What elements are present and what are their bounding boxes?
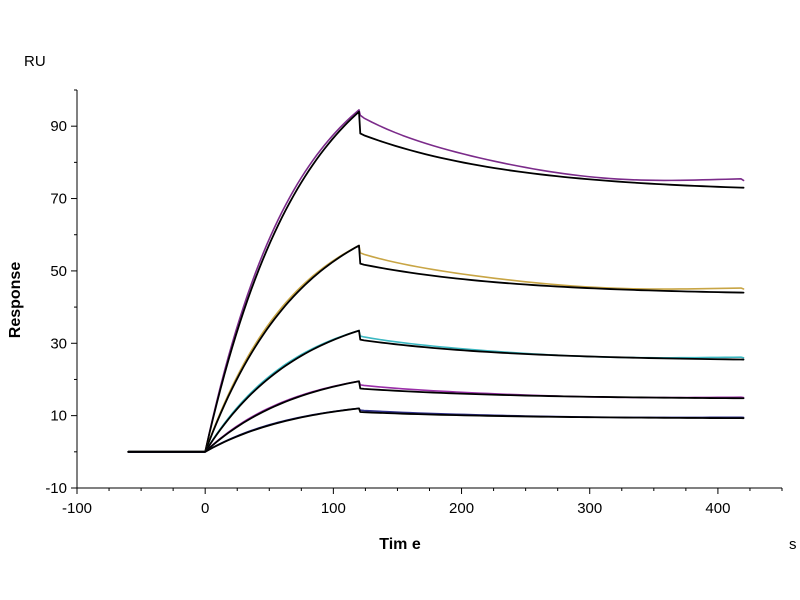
fit-curve-1 [127, 110, 745, 453]
x-axis-label: Tim e [379, 536, 421, 553]
x-tick-label: 200 [449, 500, 474, 517]
x-tick-label: -100 [62, 500, 92, 517]
y-tick-label: 10 [50, 408, 67, 425]
x-tick-label: 300 [577, 500, 602, 517]
fit-curve-9 [127, 407, 745, 453]
y-tick-label: 30 [50, 335, 67, 352]
measured-curve-2 [127, 244, 745, 453]
fit-curve-7 [127, 380, 745, 453]
x-unit-label: s [789, 536, 797, 553]
ticks: -100 0 100 200 300 400 -10 10 30 50 70 90 [45, 89, 783, 517]
measured-curve-0 [127, 109, 745, 453]
y-tick-label: 70 [50, 191, 67, 208]
curves [127, 109, 745, 453]
fit-curve-5 [127, 329, 745, 453]
x-tick-label: 100 [321, 500, 346, 517]
x-tick-label: 400 [705, 500, 730, 517]
y-unit-label: RU [24, 53, 46, 70]
y-tick-label: 90 [50, 118, 67, 135]
y-axis-label: Response [7, 262, 24, 339]
y-tick-label: -10 [45, 480, 67, 497]
y-tick-label: 50 [50, 263, 67, 280]
x-tick-label: 0 [201, 500, 209, 517]
fit-curve-3 [127, 244, 745, 453]
